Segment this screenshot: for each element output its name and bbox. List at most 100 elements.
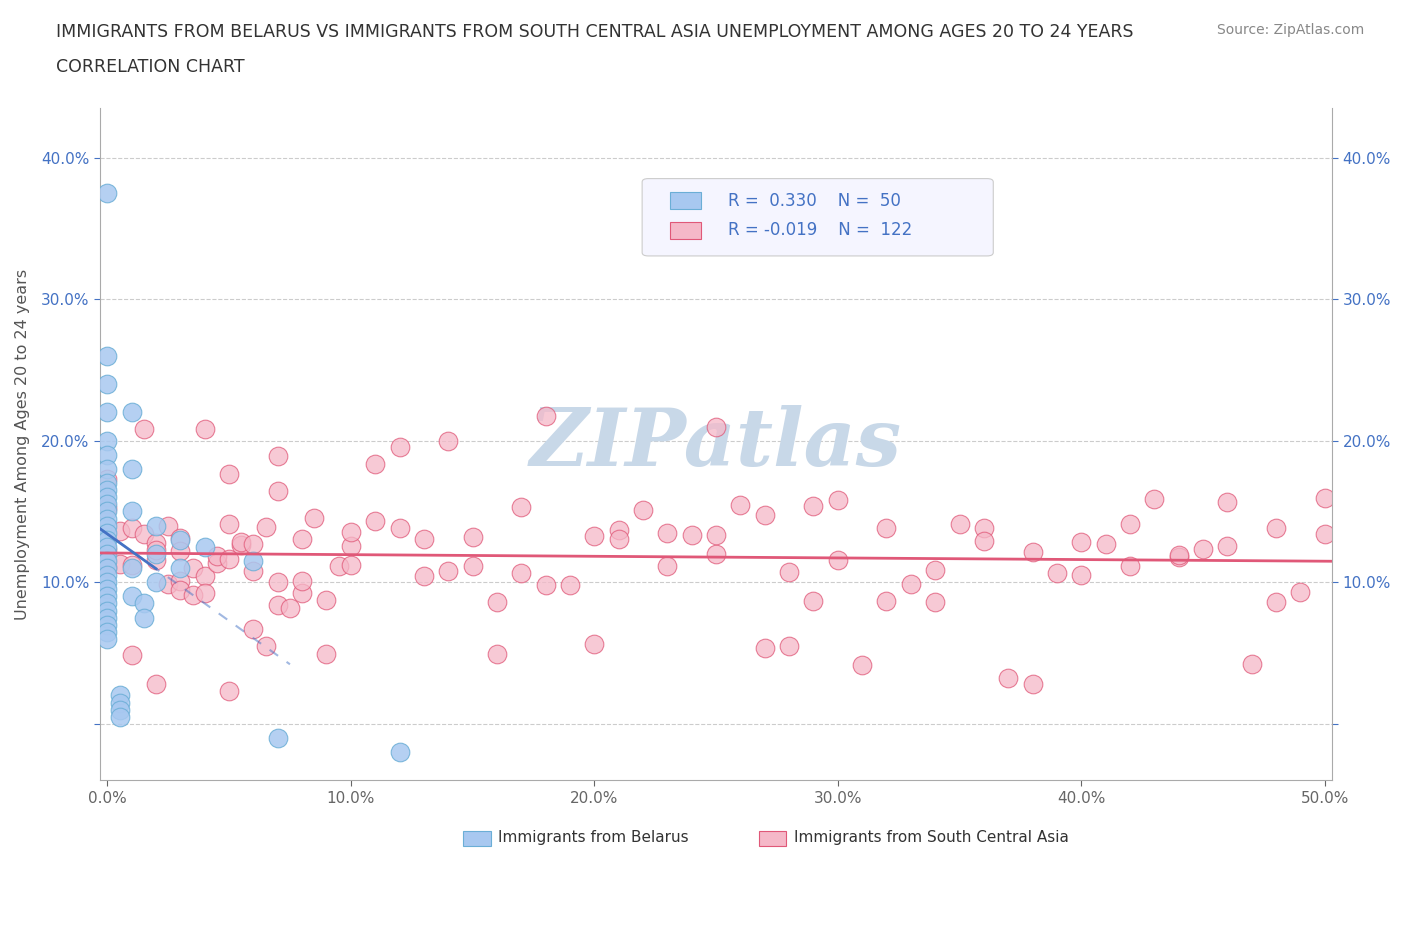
Point <box>851 658 873 672</box>
Point <box>96 405 118 419</box>
Text: Immigrants from Belarus: Immigrants from Belarus <box>498 830 689 845</box>
Point <box>145 518 167 533</box>
Point <box>730 498 752 512</box>
Point <box>96 185 118 200</box>
Point <box>194 568 217 583</box>
Point <box>328 558 350 573</box>
Point <box>96 575 118 590</box>
Point <box>205 555 228 570</box>
Point <box>181 588 204 603</box>
Point <box>96 567 118 582</box>
Point <box>754 508 776 523</box>
Point <box>388 521 411 536</box>
Point <box>108 688 131 703</box>
Point <box>96 483 118 498</box>
Point <box>631 503 654 518</box>
Point <box>485 594 508 609</box>
Point <box>242 621 264 636</box>
Point <box>96 349 118 364</box>
Point <box>169 582 191 597</box>
Point <box>194 539 217 554</box>
Point <box>218 466 240 481</box>
Point <box>485 646 508 661</box>
Point <box>96 589 118 604</box>
Point <box>583 636 606 651</box>
Point <box>218 551 240 566</box>
Point <box>96 560 118 575</box>
Point <box>558 578 581 592</box>
Point <box>1313 490 1336 505</box>
Point <box>96 447 118 462</box>
Point <box>291 586 314 601</box>
Text: R = -0.019    N =  122: R = -0.019 N = 122 <box>728 221 912 239</box>
Point <box>242 553 264 568</box>
Text: R =  0.330    N =  50: R = 0.330 N = 50 <box>728 192 901 210</box>
Point <box>96 525 118 540</box>
Point <box>657 525 679 540</box>
Point <box>1265 521 1288 536</box>
Point <box>96 624 118 639</box>
Point <box>96 631 118 646</box>
Point <box>267 484 290 498</box>
Point <box>1070 568 1092 583</box>
Y-axis label: Unemployment Among Ages 20 to 24 years: Unemployment Among Ages 20 to 24 years <box>15 269 30 619</box>
Point <box>96 561 118 576</box>
Point <box>1046 565 1069 580</box>
Point <box>121 558 143 573</box>
Point <box>437 564 460 578</box>
Point <box>254 520 277 535</box>
Point <box>145 536 167 551</box>
Point <box>132 596 155 611</box>
Point <box>1119 516 1142 531</box>
Point <box>121 589 143 604</box>
Point <box>1094 537 1116 551</box>
Point <box>924 594 946 609</box>
Point <box>96 490 118 505</box>
Point <box>340 538 363 553</box>
Point <box>96 518 118 533</box>
Point <box>254 638 277 653</box>
Point <box>96 377 118 392</box>
Point <box>876 593 898 608</box>
Point <box>827 552 849 567</box>
Point <box>973 534 995 549</box>
Point <box>1021 677 1043 692</box>
Point <box>96 504 118 519</box>
Point <box>291 573 314 588</box>
Point <box>194 586 217 601</box>
Point <box>218 684 240 698</box>
Point <box>96 461 118 476</box>
Point <box>169 530 191 545</box>
FancyBboxPatch shape <box>643 179 993 256</box>
Point <box>157 519 180 534</box>
Point <box>704 420 727 435</box>
Point <box>96 604 118 618</box>
Point <box>778 639 800 654</box>
Point <box>132 421 155 436</box>
Point <box>169 561 191 576</box>
Point <box>108 702 131 717</box>
Point <box>205 549 228 564</box>
Point <box>1265 594 1288 609</box>
Point <box>242 537 264 551</box>
Point <box>96 497 118 512</box>
Point <box>108 556 131 571</box>
Point <box>754 641 776 656</box>
Point <box>96 476 118 491</box>
Point <box>121 504 143 519</box>
Point <box>1021 544 1043 559</box>
Point <box>96 610 118 625</box>
Point <box>108 524 131 538</box>
Point <box>278 601 301 616</box>
Point <box>96 542 118 557</box>
Point <box>704 527 727 542</box>
Point <box>315 646 337 661</box>
Point <box>267 575 290 590</box>
FancyBboxPatch shape <box>464 830 491 845</box>
Point <box>412 568 434 583</box>
Point <box>145 547 167 562</box>
Point <box>108 695 131 710</box>
Point <box>231 538 253 553</box>
Point <box>803 594 825 609</box>
Text: IMMIGRANTS FROM BELARUS VS IMMIGRANTS FROM SOUTH CENTRAL ASIA UNEMPLOYMENT AMONG: IMMIGRANTS FROM BELARUS VS IMMIGRANTS FR… <box>56 23 1133 41</box>
